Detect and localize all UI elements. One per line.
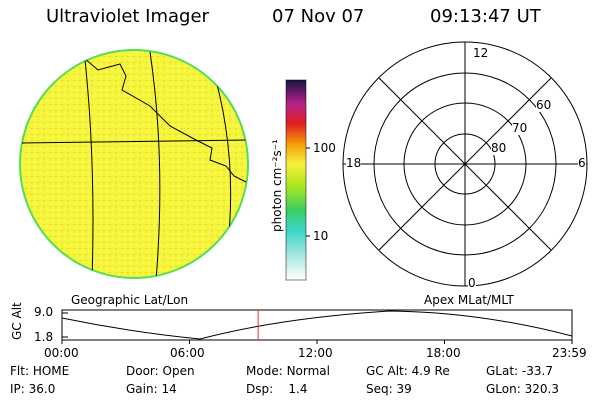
mlat-label-80: 80 xyxy=(491,141,507,155)
info-glat: GLat: -33.7 xyxy=(486,364,553,378)
globe-disc xyxy=(19,49,249,279)
colorbar-tick-10: 10 xyxy=(313,229,329,243)
info-seq: Seq: 39 xyxy=(366,382,412,396)
altitude-ytick-top: 9.0 xyxy=(34,305,54,319)
time-tick-1800: 18:00 xyxy=(426,346,461,360)
time-tick-0600: 06:00 xyxy=(170,346,205,360)
info-flt: Flt: HOME xyxy=(10,364,70,378)
info-dsp: Dsp: 1.4 xyxy=(246,382,308,396)
info-gc-alt: GC Alt: 4.9 Re xyxy=(366,364,450,378)
time-tick-0000: 00:00 xyxy=(44,346,79,360)
time-tick-1200: 12:00 xyxy=(298,346,333,360)
info-door: Door: Open xyxy=(126,364,195,378)
mlt-label-6: 6 xyxy=(578,156,586,170)
info-gain: Gain: 14 xyxy=(126,382,177,396)
longitude-line xyxy=(149,51,161,278)
latitude-line xyxy=(20,139,248,144)
longitude-line xyxy=(83,50,94,278)
coastline xyxy=(83,57,247,183)
observation-date: 07 Nov 07 xyxy=(272,6,365,27)
info-glon: GLon: 320.3 xyxy=(486,382,559,396)
observation-time: 09:13:47 UT xyxy=(430,6,541,27)
mlat-label-60: 60 xyxy=(536,98,552,112)
info-ip: IP: 36.0 xyxy=(10,382,56,396)
mlt-label-18: 18 xyxy=(346,156,362,170)
time-tick-2359: 23:59 xyxy=(552,346,587,360)
altitude-curve xyxy=(61,310,573,340)
instrument-title: Ultraviolet Imager xyxy=(46,6,209,27)
polar-caption: Apex MLat/MLT xyxy=(424,293,514,307)
altitude-ytick-bottom: 1.8 xyxy=(34,330,54,344)
info-mode: Mode: Normal xyxy=(246,364,330,378)
mlat-label-70: 70 xyxy=(512,121,528,135)
mlt-label-12: 12 xyxy=(473,46,489,60)
mlt-label-0: 0 xyxy=(468,276,476,290)
colorbar-tick-100: 100 xyxy=(313,141,336,155)
globe-caption: Geographic Lat/Lon xyxy=(71,293,189,307)
altitude-ylabel: GC Alt xyxy=(10,302,24,340)
